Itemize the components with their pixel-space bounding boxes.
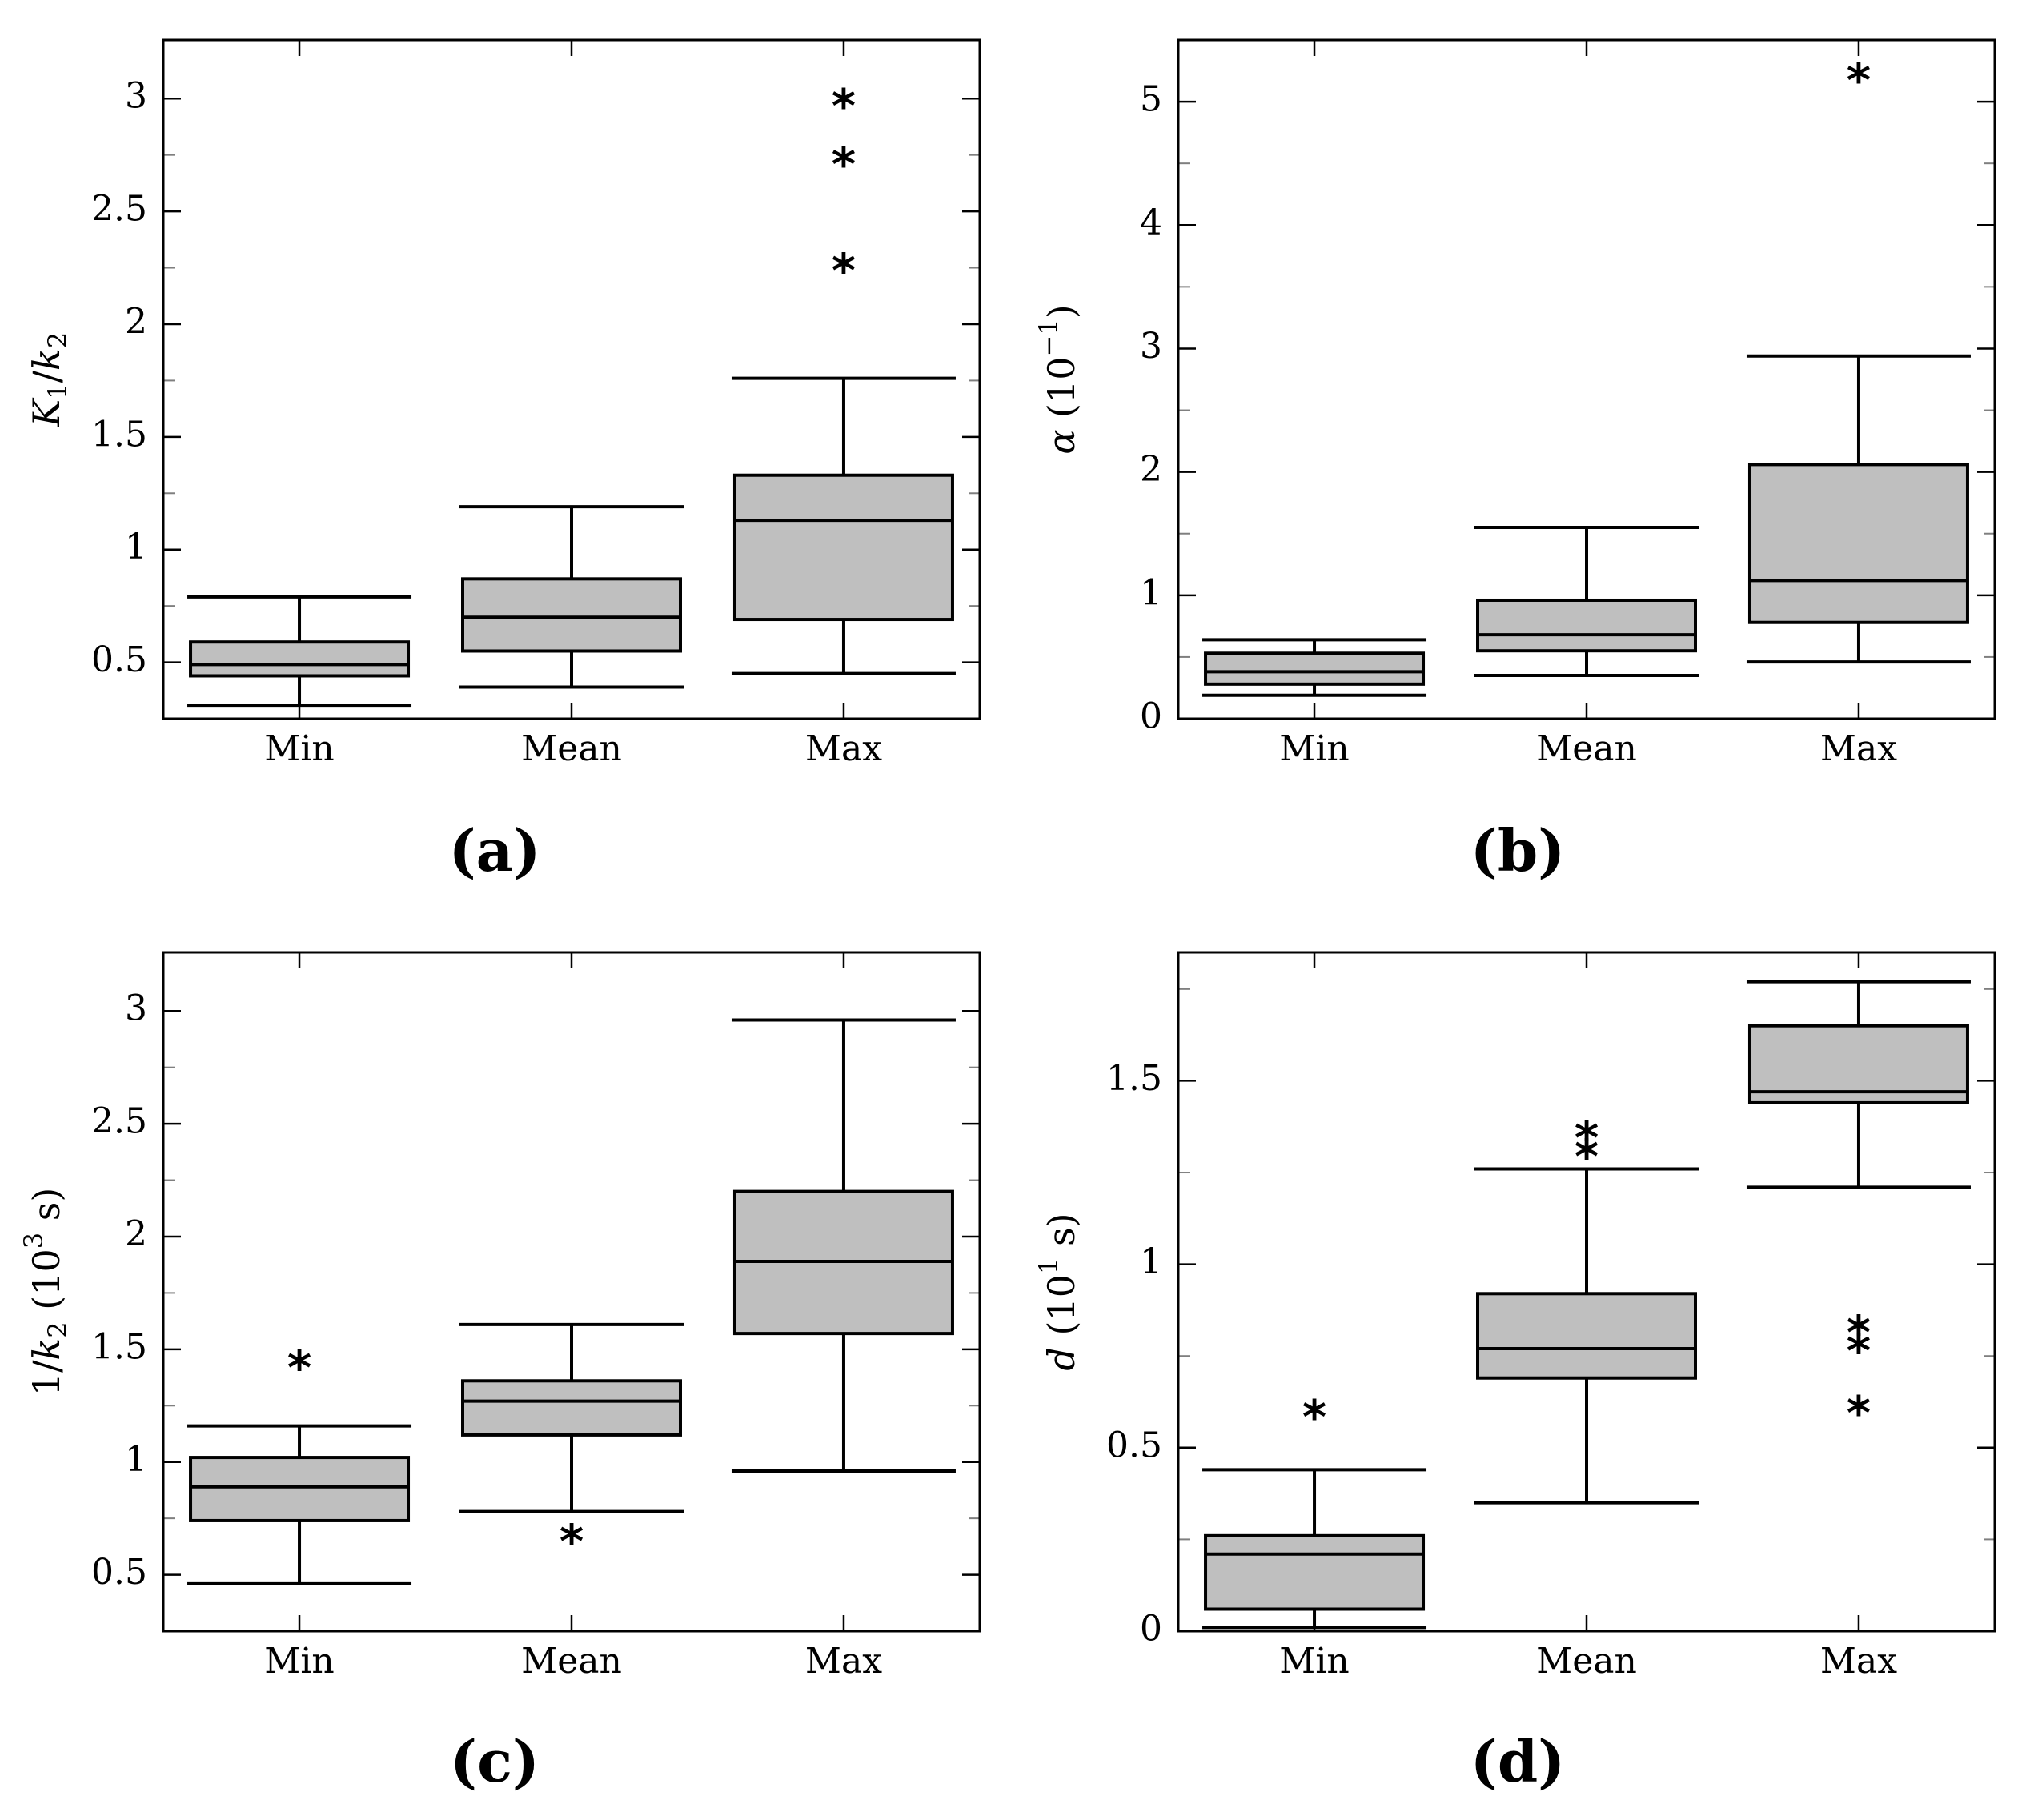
x-category-label: Max [805, 728, 882, 769]
plot-frame [1177, 951, 1996, 1633]
y-tick-label: 3 [125, 988, 147, 1029]
box-mean: ** [1474, 1111, 1699, 1505]
box-mean [459, 505, 684, 689]
outlier-marker: * [1847, 1324, 1871, 1378]
outlier-marker: * [1847, 53, 1871, 107]
y-tick-label: 2 [1140, 449, 1162, 490]
y-tick-label: 2.5 [91, 189, 147, 230]
box-max: * [1746, 53, 1971, 664]
outlier-marker: * [1575, 1129, 1599, 1184]
interquartile-box [732, 473, 954, 622]
x-category-label: Max [805, 1641, 882, 1682]
y-tick-label: 1.5 [1106, 1058, 1162, 1099]
x-category-label: Mean [521, 728, 622, 769]
y-tick-label: 1.5 [91, 414, 147, 455]
caption-d: (d) [1470, 1727, 1566, 1795]
x-category-label: Min [264, 728, 334, 769]
box-max: *** [1746, 980, 1971, 1441]
x-category-label: Max [1820, 1641, 1897, 1682]
y-tick-label: 2 [125, 1213, 147, 1254]
y-axis-label: 1/k2 (103 s) [18, 1188, 73, 1397]
y-tick-label: 4 [1140, 202, 1162, 243]
interquartile-box [189, 640, 411, 678]
box-mean [1474, 526, 1699, 678]
y-tick-label: 0.5 [1106, 1425, 1162, 1465]
x-category-label: Mean [1536, 728, 1637, 769]
interquartile-box [461, 1379, 682, 1437]
outlier-marker: * [1575, 1111, 1599, 1165]
interquartile-box [189, 1456, 411, 1522]
caption-b: (b) [1470, 816, 1566, 884]
interquartile-box [1204, 651, 1426, 686]
interquartile-box [1204, 1533, 1426, 1611]
y-tick-label: 2.5 [91, 1101, 147, 1142]
y-tick-label: 1 [125, 527, 147, 567]
y-axis-label: d (101 s) [1033, 1213, 1084, 1370]
y-axis-label: α (10−1) [1033, 304, 1084, 454]
box-plot-c: 0.5 1 1.5 2 2.5 3 Min Mean Max * * 1/k2 (103 s) [18, 951, 981, 1682]
y-tick-label: 2 [125, 301, 147, 342]
y-tick-label: 3 [125, 76, 147, 117]
caption-c: (c) [450, 1727, 540, 1795]
box-min [187, 595, 412, 708]
outlier-marker: * [1847, 1386, 1871, 1441]
outlier-marker: * [832, 78, 856, 133]
interquartile-box [1747, 1024, 1969, 1104]
y-tick-label: 1 [125, 1439, 147, 1480]
box-min [1202, 638, 1427, 697]
outlier-marker: * [560, 1514, 584, 1569]
interquartile-box [1476, 598, 1697, 653]
interquartile-box [461, 577, 682, 653]
plot-frame [162, 38, 981, 720]
y-tick-label: 5 [1140, 79, 1162, 120]
outlier-marker: * [832, 243, 856, 298]
y-tick-label: 1 [1140, 572, 1162, 613]
box-max: *** [731, 78, 956, 675]
plot-frame [1177, 38, 1996, 720]
x-category-label: Min [1279, 728, 1349, 769]
y-tick-label: 1 [1140, 1241, 1162, 1282]
outlier-marker: * [287, 1341, 311, 1395]
box-max [731, 1018, 956, 1473]
outlier-marker: * [832, 138, 856, 192]
y-tick-label: 0 [1140, 1609, 1162, 1650]
y-tick-label: 1.5 [91, 1326, 147, 1367]
box-plot-b: 0 1 2 3 4 5 Min Mean Max * α (10−1) [1033, 38, 1996, 769]
x-category-label: Mean [521, 1641, 622, 1682]
x-category-label: Min [264, 1641, 334, 1682]
x-category-label: Max [1820, 728, 1897, 769]
outlier-marker: * [1302, 1389, 1326, 1444]
outlier-marker: * [1847, 1305, 1871, 1360]
y-tick-label: 0.5 [91, 639, 147, 680]
box-min: * [1202, 1389, 1427, 1630]
y-tick-label: 0 [1140, 696, 1162, 737]
y-tick-label: 0.5 [91, 1552, 147, 1593]
plot-frame [162, 951, 981, 1633]
y-axis-label: K1/k2 [25, 332, 73, 427]
box-mean: * [459, 1322, 684, 1569]
x-category-label: Min [1279, 1641, 1349, 1682]
y-tick-label: 3 [1140, 326, 1162, 367]
caption-a: (a) [448, 816, 541, 884]
interquartile-box [1747, 463, 1969, 624]
interquartile-box [1476, 1292, 1697, 1380]
x-category-label: Mean [1536, 1641, 1637, 1682]
box-min: * [187, 1341, 412, 1585]
